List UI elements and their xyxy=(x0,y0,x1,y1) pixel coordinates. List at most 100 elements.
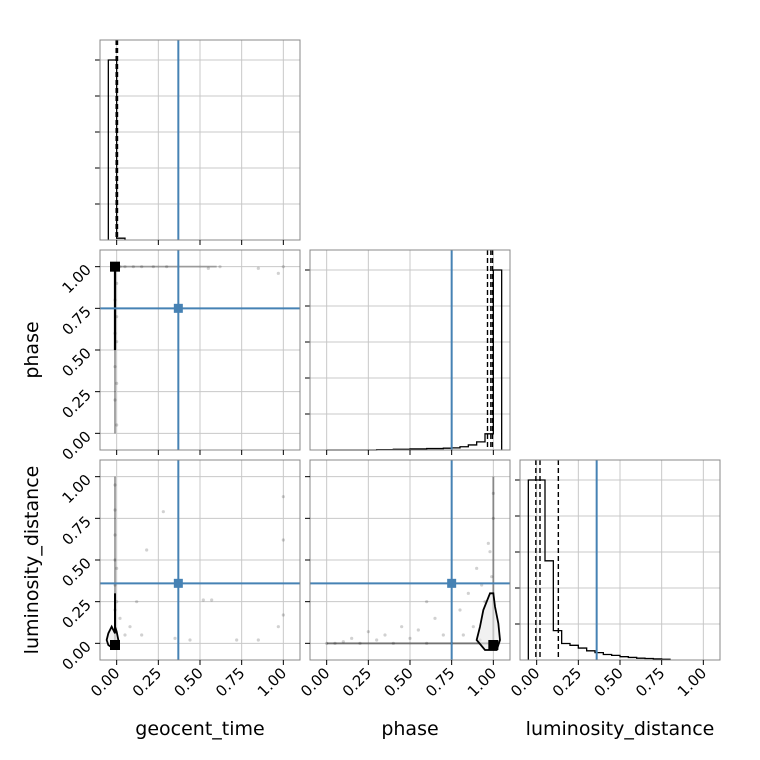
sample-point xyxy=(256,266,260,270)
y-axis-label-phase: phase xyxy=(21,321,43,378)
sample-point xyxy=(358,641,362,645)
x-tick-label: 0.75 xyxy=(422,664,458,700)
x-tick-label: 0.00 xyxy=(507,664,543,700)
sample-point xyxy=(281,495,285,499)
sample-point xyxy=(113,483,117,487)
sample-point xyxy=(425,641,429,645)
sample-point xyxy=(475,566,479,570)
y-tick-label: 0.75 xyxy=(58,512,94,548)
sample-point xyxy=(488,550,492,554)
y-axis-label-luminosity_distance: luminosity_distance xyxy=(21,466,43,655)
sample-point xyxy=(218,265,222,269)
hist-panel-geocent_time xyxy=(95,39,301,241)
sample-point xyxy=(173,636,177,640)
panel-luminosity_distance_vs_geocent_time xyxy=(99,459,301,661)
sample-point xyxy=(408,636,412,640)
hist-panel-luminosity_distance xyxy=(515,459,721,661)
sample-point xyxy=(256,638,260,642)
sample-point xyxy=(115,566,119,570)
sample-point xyxy=(113,558,117,562)
peak-marker xyxy=(488,640,499,650)
peak-marker xyxy=(110,261,120,272)
sample-point xyxy=(281,613,285,617)
y-tick-label: 0.00 xyxy=(58,637,94,673)
x-tick-label: 0.50 xyxy=(170,664,206,700)
x-tick-label: 1.00 xyxy=(464,664,500,700)
sample-point xyxy=(140,633,144,637)
sample-point xyxy=(161,510,165,514)
sample-point xyxy=(201,598,205,602)
sample-point xyxy=(145,548,149,552)
x-tick-label: 0.75 xyxy=(632,664,668,700)
x-axis-label-phase: phase xyxy=(381,718,438,740)
x-tick-label: 1.00 xyxy=(254,664,290,700)
y-tick-label: 0.25 xyxy=(58,386,94,422)
sample-point xyxy=(135,600,139,604)
y-tick-label: 0.75 xyxy=(58,302,94,338)
sample-point xyxy=(461,633,465,637)
sample-point xyxy=(206,266,210,270)
y-tick-label: 0.25 xyxy=(58,596,94,632)
sample-point xyxy=(325,641,329,645)
sample-point xyxy=(375,638,379,642)
truth-marker xyxy=(447,578,457,588)
x-tick-label: 0.50 xyxy=(380,664,416,700)
y-tick-label: 0.00 xyxy=(58,427,94,463)
x-axis-label-geocent_time: geocent_time xyxy=(135,718,264,740)
sample-point xyxy=(115,423,119,427)
histogram-step-luminosity_distance xyxy=(527,479,671,660)
y-tick-label: 1.00 xyxy=(58,471,94,507)
x-axis-label-luminosity_distance: luminosity_distance xyxy=(526,718,715,740)
sample-point xyxy=(188,638,192,642)
sample-point xyxy=(491,491,495,495)
histogram-step-geocent_time xyxy=(107,59,126,240)
truth-marker xyxy=(173,303,183,313)
x-tick-label: 0.50 xyxy=(590,664,626,700)
sample-point xyxy=(115,381,119,385)
sample-point xyxy=(491,516,495,520)
panel-luminosity_distance_vs_phase xyxy=(309,459,511,661)
sample-point xyxy=(341,640,345,644)
sample-point xyxy=(276,625,280,629)
sample-point xyxy=(400,625,404,629)
sample-point xyxy=(113,398,117,402)
hist-panel-phase xyxy=(305,249,511,451)
sample-point xyxy=(281,265,285,269)
x-tick-label: 0.00 xyxy=(297,664,333,700)
sample-point xyxy=(113,508,117,512)
sample-point xyxy=(118,616,122,620)
sample-point xyxy=(441,633,445,637)
sample-point xyxy=(383,633,387,637)
sample-point xyxy=(128,625,132,629)
sample-point xyxy=(333,641,337,645)
peak-marker xyxy=(110,640,120,650)
sample-point xyxy=(281,538,285,542)
sample-point xyxy=(433,616,437,620)
sample-point xyxy=(151,265,155,269)
sample-point xyxy=(350,636,354,640)
x-tick-label: 0.25 xyxy=(339,664,375,700)
y-tick-label: 1.00 xyxy=(58,261,94,297)
sample-point xyxy=(458,608,462,612)
sample-point xyxy=(425,600,429,604)
sample-point xyxy=(235,638,239,642)
panel-phase_vs_geocent_time xyxy=(99,249,301,451)
x-tick-label: 0.00 xyxy=(87,664,123,700)
x-tick-label: 0.75 xyxy=(212,664,248,700)
sample-point xyxy=(123,265,127,269)
sample-point xyxy=(486,541,490,545)
truth-marker xyxy=(173,578,183,588)
y-tick-label: 0.50 xyxy=(58,554,94,590)
sample-point xyxy=(366,630,370,634)
sample-point xyxy=(391,641,395,645)
sample-point xyxy=(113,365,117,369)
sample-point xyxy=(131,265,135,269)
x-tick-label: 0.25 xyxy=(129,664,165,700)
sample-point xyxy=(113,533,117,537)
sample-point xyxy=(416,628,420,632)
sample-point xyxy=(140,265,144,269)
sample-point xyxy=(210,598,214,602)
sample-point xyxy=(490,575,494,579)
sample-point xyxy=(276,271,280,275)
